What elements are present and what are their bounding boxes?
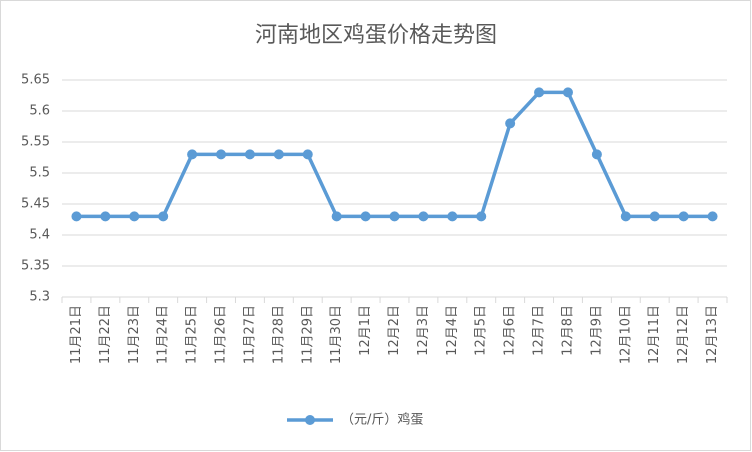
point [187, 149, 198, 160]
point [100, 211, 111, 222]
point [331, 211, 342, 222]
x-tick-label: 12月3日 [416, 305, 431, 356]
y-tick-label: 5.6 [29, 104, 50, 119]
chart-title: 河南地区鸡蛋价格走势图 [255, 23, 497, 48]
x-tick-label: 12月13日 [705, 305, 720, 364]
x-tick-label: 12月7日 [532, 305, 547, 356]
point [216, 149, 227, 160]
point [360, 211, 371, 222]
legend-marker [305, 415, 315, 425]
x-tick-label: 11月29日 [300, 305, 315, 364]
y-tick-label: 5.4 [29, 228, 50, 243]
point [244, 149, 255, 160]
point [129, 211, 140, 222]
y-tick-label: 5.35 [21, 259, 50, 274]
x-tick-label: 12月1日 [358, 305, 373, 356]
y-tick-label: 5.55 [21, 135, 50, 150]
point [302, 149, 313, 160]
x-tick-label: 11月30日 [329, 305, 344, 364]
point [591, 149, 602, 160]
x-tick-label: 12月4日 [445, 305, 460, 356]
x-tick-label: 11月28日 [271, 305, 286, 364]
point [534, 87, 545, 98]
y-tick-label: 5.3 [29, 290, 50, 305]
x-tick-label: 12月12日 [676, 305, 691, 364]
x-tick-label: 11月23日 [127, 305, 142, 364]
y-tick-label: 5.5 [29, 166, 50, 181]
point [158, 211, 169, 222]
point [476, 211, 487, 222]
x-tick-label: 12月11日 [647, 305, 662, 364]
x-tick-label: 11月24日 [156, 305, 171, 364]
point [562, 87, 573, 98]
point [273, 149, 284, 160]
point [418, 211, 429, 222]
point [71, 211, 82, 222]
x-tick-label: 12月5日 [474, 305, 489, 356]
x-tick-label: 12月6日 [503, 305, 518, 356]
x-tick-label: 11月26日 [214, 305, 229, 364]
point [447, 211, 458, 222]
x-tick-label: 12月9日 [589, 305, 604, 356]
point [707, 211, 718, 222]
x-tick-label: 11月22日 [98, 305, 113, 364]
point [389, 211, 400, 222]
x-tick-label: 11月27日 [242, 305, 257, 364]
point [678, 211, 689, 222]
x-tick-label: 11月25日 [185, 305, 200, 364]
y-tick-label: 5.65 [21, 73, 50, 88]
x-tick-label: 12月2日 [387, 305, 402, 356]
x-tick-label: 12月10日 [618, 305, 633, 364]
y-tick-label: 5.45 [21, 197, 50, 212]
point [620, 211, 631, 222]
point [649, 211, 660, 222]
legend-label: （元/斤）鸡蛋 [341, 412, 423, 428]
point [505, 118, 516, 129]
x-tick-label: 12月8日 [560, 305, 575, 356]
x-tick-label: 11月21日 [69, 305, 84, 364]
